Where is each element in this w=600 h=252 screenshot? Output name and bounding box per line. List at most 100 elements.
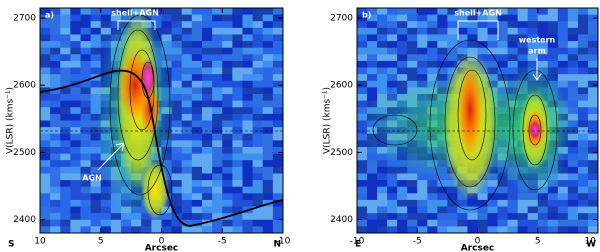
image-cell bbox=[377, 226, 388, 233]
image-cell bbox=[262, 206, 274, 214]
image-cell bbox=[80, 41, 92, 49]
image-cell bbox=[477, 193, 489, 201]
image-cell bbox=[467, 219, 478, 227]
image-cell bbox=[70, 206, 81, 214]
image-cell bbox=[242, 140, 254, 148]
image-cell bbox=[202, 87, 213, 95]
emission-blob bbox=[141, 160, 169, 220]
image-cell bbox=[272, 219, 283, 227]
image-cell bbox=[60, 54, 71, 62]
image-cell bbox=[477, 21, 489, 29]
image-cell bbox=[577, 226, 589, 233]
image-cell bbox=[70, 54, 81, 62]
image-cell bbox=[252, 27, 264, 35]
image-cell bbox=[100, 21, 112, 29]
image-cell bbox=[70, 173, 81, 181]
image-cell bbox=[100, 199, 112, 208]
image-cell bbox=[457, 8, 468, 16]
image-cell bbox=[40, 127, 51, 135]
image-cell bbox=[367, 47, 378, 55]
image-cell bbox=[537, 27, 549, 35]
image-cell bbox=[357, 140, 368, 148]
image-cell bbox=[40, 173, 51, 181]
image-cell bbox=[181, 120, 193, 128]
image-cell bbox=[577, 113, 589, 121]
image-cell bbox=[377, 180, 388, 188]
image-cell bbox=[577, 80, 589, 88]
image-cell bbox=[202, 120, 213, 128]
image-cell bbox=[242, 41, 254, 49]
image-cell bbox=[60, 14, 71, 22]
image-cell bbox=[40, 213, 51, 221]
image-cell bbox=[171, 80, 183, 88]
image-cell bbox=[171, 113, 183, 121]
image-cell bbox=[587, 180, 598, 188]
image-cell bbox=[222, 60, 233, 69]
image-cell bbox=[527, 213, 539, 221]
image-cell bbox=[191, 186, 203, 194]
image-cell bbox=[242, 27, 254, 35]
image-cell bbox=[417, 219, 428, 227]
image-cell bbox=[262, 107, 274, 115]
image-cell bbox=[567, 14, 579, 22]
image-cell bbox=[181, 160, 193, 168]
image-cell bbox=[577, 173, 589, 181]
image-cell bbox=[587, 113, 598, 121]
image-cell bbox=[567, 206, 579, 214]
image-cell bbox=[487, 67, 499, 75]
image-cell bbox=[90, 180, 102, 188]
image-cell bbox=[80, 54, 92, 62]
image-cell bbox=[80, 47, 92, 55]
image-cell bbox=[397, 186, 408, 194]
image-cell bbox=[60, 8, 71, 16]
image-cell bbox=[367, 173, 378, 181]
image-cell bbox=[577, 127, 589, 135]
image-cell bbox=[181, 100, 193, 108]
image-cell bbox=[252, 67, 264, 75]
image-cell bbox=[367, 14, 378, 22]
image-cell bbox=[567, 166, 579, 174]
image-cell bbox=[387, 54, 398, 62]
image-cell bbox=[60, 226, 71, 233]
image-cell bbox=[181, 60, 193, 69]
image-cell bbox=[202, 107, 213, 115]
image-cell bbox=[222, 34, 233, 42]
image-cell bbox=[587, 8, 598, 16]
image-cell bbox=[397, 199, 408, 208]
image-cell bbox=[577, 60, 589, 69]
image-cell bbox=[252, 186, 264, 194]
image-cell bbox=[80, 226, 92, 233]
image-cell bbox=[272, 8, 283, 16]
image-cell bbox=[437, 213, 448, 221]
image-cell bbox=[577, 8, 589, 16]
image-cell bbox=[262, 146, 274, 155]
image-cell bbox=[252, 153, 264, 161]
image-cell bbox=[50, 219, 61, 227]
image-cell bbox=[437, 41, 448, 49]
image-cell bbox=[507, 193, 519, 201]
image-cell bbox=[587, 153, 598, 161]
contour bbox=[129, 49, 155, 131]
image-cell bbox=[517, 27, 529, 35]
image-cell bbox=[447, 213, 458, 221]
image-cell bbox=[232, 180, 243, 188]
image-cell bbox=[40, 94, 51, 102]
image-cell bbox=[357, 186, 368, 194]
image-cell bbox=[191, 160, 203, 168]
image-cell bbox=[60, 21, 71, 29]
image-cell bbox=[60, 94, 71, 102]
image-cell bbox=[202, 213, 213, 221]
image-cell bbox=[587, 60, 598, 69]
image-cell bbox=[447, 186, 458, 194]
image-cell bbox=[487, 27, 499, 35]
image-cell bbox=[50, 87, 61, 95]
image-cell bbox=[407, 173, 418, 181]
image-cell bbox=[527, 21, 539, 29]
image-cell bbox=[242, 193, 254, 201]
image-cell bbox=[212, 193, 223, 201]
image-cell bbox=[100, 206, 112, 214]
image-cell bbox=[387, 27, 398, 35]
image-cell bbox=[242, 186, 254, 194]
image-cell bbox=[70, 213, 81, 221]
image-cell bbox=[70, 100, 81, 108]
